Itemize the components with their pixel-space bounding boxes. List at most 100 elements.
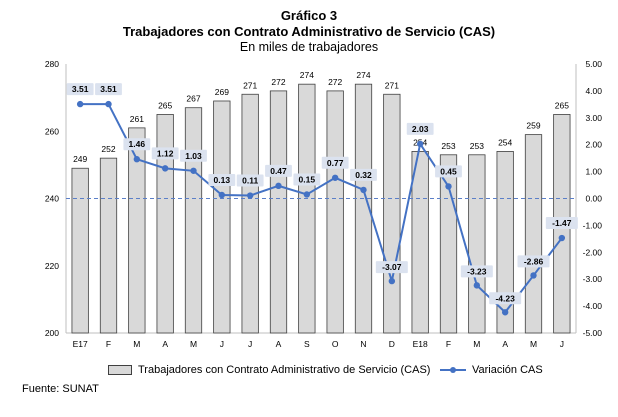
- variation-point: [445, 183, 452, 190]
- bar: [213, 100, 231, 334]
- bar: [496, 151, 514, 334]
- x-tick-label: J: [560, 339, 564, 349]
- y-right-tick-label: -4.00: [583, 301, 603, 311]
- bar-value-label: 259: [526, 121, 540, 131]
- variation-point: [473, 282, 481, 289]
- x-tick-label: F: [106, 339, 111, 349]
- variation-point: [303, 191, 311, 198]
- bar-value-label: 265: [555, 100, 569, 110]
- variation-point: [190, 167, 197, 174]
- bar-value-label: 272: [271, 77, 285, 87]
- x-tick-label: E17: [73, 339, 88, 349]
- x-tick-label: D: [389, 339, 395, 349]
- bar: [411, 151, 429, 334]
- variation-point: [360, 186, 367, 194]
- bar-value-label: 274: [300, 70, 314, 80]
- variation-point: [133, 156, 141, 163]
- y-left-tick-label: 240: [45, 194, 59, 204]
- bar: [99, 157, 118, 334]
- variation-point: [161, 165, 169, 172]
- line-label-box: [435, 165, 462, 178]
- line-label-box: [350, 168, 377, 181]
- line-value-label: 1.03: [185, 151, 202, 161]
- x-tick-label: A: [276, 339, 282, 349]
- variation-point: [218, 191, 226, 199]
- bar-value-label: 254: [498, 137, 512, 147]
- line-value-label: -4.23: [495, 293, 515, 303]
- line-label-box: [123, 138, 151, 151]
- source-note: Fuente: SUNAT: [22, 383, 99, 395]
- line-label-box: [66, 83, 94, 96]
- line-label-box: [180, 149, 207, 162]
- bar: [269, 90, 288, 334]
- bar: [156, 114, 174, 334]
- bar-value-label: 271: [243, 80, 257, 90]
- y-right-tick-label: -5.00: [583, 328, 603, 338]
- y-right-tick-label: 5.00: [585, 59, 602, 69]
- line-label-box: [95, 83, 122, 96]
- line-label-box: [293, 173, 321, 186]
- bar-value-label: 271: [385, 80, 399, 90]
- legend-label-bars: Trabajadores con Contrato Administrativo…: [138, 364, 431, 376]
- bar: [241, 93, 259, 334]
- bar-value-label: 261: [130, 114, 144, 124]
- bar-value-label: 252: [101, 144, 115, 154]
- line-label-box: [375, 261, 408, 274]
- line-value-label: 0.32: [355, 170, 372, 180]
- legend-swatch-bar: [108, 365, 132, 375]
- figure-number: Gráfico 3: [280, 8, 338, 23]
- line-value-label: 0.77: [327, 158, 344, 168]
- line-value-label: 0.47: [270, 166, 287, 176]
- line-value-label: 0.45: [440, 166, 457, 176]
- variation-point: [76, 100, 84, 108]
- line-label-box: [151, 147, 179, 160]
- line-value-label: 0.13: [214, 175, 231, 185]
- bar: [524, 134, 543, 334]
- line-value-label: 3.51: [100, 84, 117, 94]
- bar-value-label: 269: [215, 87, 229, 97]
- x-tick-label: A: [162, 339, 168, 349]
- y-left-tick-label: 280: [45, 59, 59, 69]
- legend-swatch-line: [440, 365, 466, 375]
- x-tick-label: M: [473, 339, 480, 349]
- bar: [298, 83, 316, 334]
- variation-point: [416, 140, 424, 148]
- variation-line: [80, 103, 563, 314]
- x-tick-label: J: [248, 339, 252, 349]
- x-tick-label: S: [304, 339, 310, 349]
- variation-point: [501, 309, 509, 316]
- bar: [383, 93, 401, 334]
- legend-label-line: Variación CAS: [472, 364, 543, 376]
- y-right-tick-label: -1.00: [583, 220, 603, 230]
- y-right-tick-label: -2.00: [583, 247, 603, 257]
- x-tick-label: A: [502, 339, 508, 349]
- bar-value-label: 272: [328, 77, 342, 87]
- line-label-box: [321, 156, 349, 169]
- x-tick-label: O: [332, 339, 339, 349]
- bar-value-label: 249: [73, 154, 87, 164]
- line-label-box: [265, 164, 292, 177]
- chart-title: Trabajadores con Contrato Administrativo…: [122, 24, 496, 39]
- bar: [184, 107, 203, 334]
- bar: [439, 154, 458, 334]
- y-right-tick-label: -3.00: [583, 274, 603, 284]
- bar: [354, 83, 373, 334]
- x-tick-label: F: [446, 339, 451, 349]
- bar-value-label: 274: [356, 70, 370, 80]
- line-value-label: -1.47: [552, 218, 572, 228]
- x-tick-label: M: [133, 339, 140, 349]
- line-label-box: [406, 122, 434, 135]
- x-tick-label: M: [190, 339, 197, 349]
- line-value-label: 3.51: [72, 84, 89, 94]
- x-tick-label: M: [530, 339, 537, 349]
- bar: [326, 90, 344, 334]
- x-tick-label: E18: [413, 339, 428, 349]
- x-tick-label: N: [360, 339, 366, 349]
- bar: [468, 154, 486, 334]
- line-label-box: [517, 255, 550, 268]
- y-right-tick-label: 4.00: [585, 86, 602, 96]
- line-label-box: [460, 265, 493, 278]
- line-value-label: 0.15: [299, 174, 316, 184]
- bar-value-label: 253: [470, 141, 484, 151]
